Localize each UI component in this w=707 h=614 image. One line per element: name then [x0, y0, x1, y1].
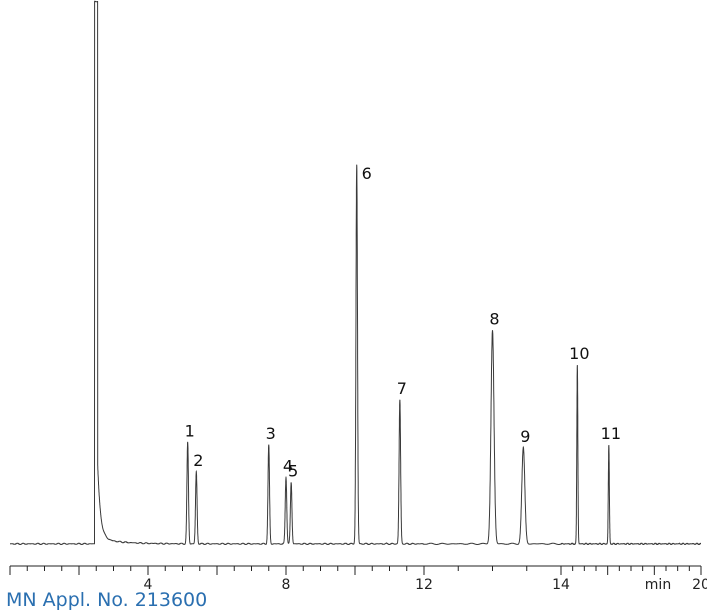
x-axis: 4 8 12 14 20 min — [9, 565, 707, 590]
peak-label-8: 8 — [489, 309, 499, 328]
x-tick-label: 12 — [415, 577, 433, 590]
peak-label-1: 1 — [185, 422, 195, 441]
x-tick-label: 14 — [552, 577, 570, 590]
peak-label-5: 5 — [288, 462, 298, 481]
x-tick-label: 8 — [282, 577, 291, 590]
x-unit-label: min — [645, 577, 671, 590]
peak-label-6: 6 — [362, 164, 372, 183]
trace-layer — [9, 0, 701, 546]
chromatogram-trace — [9, 0, 701, 546]
peak-label-layer: 1 2 345 6 7 8 9 10 11 — [185, 164, 621, 481]
peak-label-10: 10 — [569, 344, 589, 363]
peak-label-11: 11 — [601, 424, 621, 443]
peak-label-9: 9 — [520, 427, 530, 446]
application-number-caption: MN Appl. No. 213600 — [6, 589, 208, 611]
peak-label-3: 3 — [266, 424, 276, 443]
peak-label-2: 2 — [193, 451, 203, 470]
peak-label-7: 7 — [397, 379, 407, 398]
x-tick-label: 20 — [692, 577, 707, 590]
x-tick-label: 4 — [144, 577, 153, 590]
peak-label-4: 4 — [283, 456, 293, 475]
